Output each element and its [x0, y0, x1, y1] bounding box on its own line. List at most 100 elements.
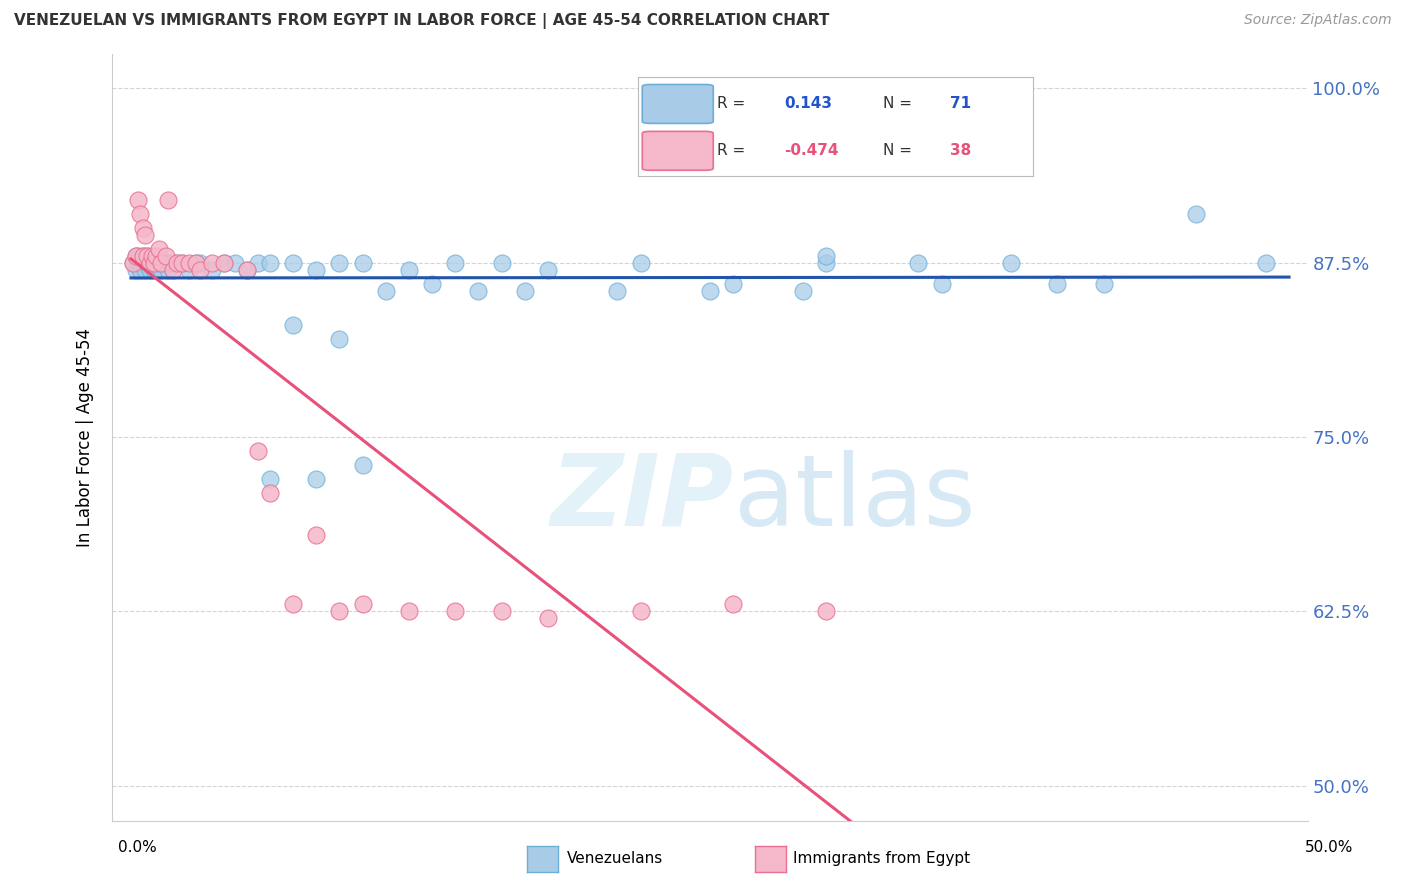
Point	[131, 220, 153, 235]
Point	[1185, 207, 1208, 221]
Point	[122, 256, 145, 270]
Point	[177, 256, 200, 270]
Point	[190, 256, 212, 270]
Text: 0.0%: 0.0%	[118, 840, 157, 855]
Point	[259, 256, 281, 270]
Point	[145, 256, 167, 270]
Point	[134, 227, 156, 242]
Point	[814, 256, 837, 270]
Point	[157, 193, 180, 207]
Point	[281, 598, 304, 612]
Point	[201, 262, 224, 277]
Point	[134, 262, 156, 277]
Point	[184, 256, 207, 270]
Point	[136, 249, 159, 263]
Text: ZIP: ZIP	[551, 450, 734, 547]
Point	[281, 256, 304, 270]
Point	[513, 284, 536, 298]
Point	[212, 256, 235, 270]
Point	[148, 242, 170, 256]
Point	[630, 256, 652, 270]
Point	[907, 256, 929, 270]
Point	[444, 256, 467, 270]
Point	[166, 256, 188, 270]
Point	[129, 207, 152, 221]
Point	[398, 604, 420, 618]
Point	[352, 598, 374, 612]
Point	[141, 249, 163, 263]
Point	[352, 458, 374, 472]
Point	[398, 262, 420, 277]
Point	[814, 604, 837, 618]
Point	[129, 262, 152, 277]
Point	[305, 527, 328, 541]
Point	[162, 256, 184, 270]
Point	[537, 611, 560, 625]
Point	[1000, 256, 1022, 270]
Point	[606, 284, 628, 298]
Point	[328, 604, 350, 618]
Point	[131, 249, 153, 263]
Text: atlas: atlas	[734, 450, 976, 547]
Point	[166, 256, 188, 270]
Point	[305, 262, 328, 277]
Point	[162, 262, 184, 277]
Point	[491, 256, 513, 270]
Point	[131, 249, 153, 263]
Text: VENEZUELAN VS IMMIGRANTS FROM EGYPT IN LABOR FORCE | AGE 45-54 CORRELATION CHART: VENEZUELAN VS IMMIGRANTS FROM EGYPT IN L…	[14, 13, 830, 29]
Text: 50.0%: 50.0%	[1305, 840, 1353, 855]
Point	[124, 262, 146, 277]
Point	[157, 262, 180, 277]
Point	[259, 472, 281, 486]
Point	[136, 249, 159, 263]
Point	[699, 284, 721, 298]
Point	[721, 277, 744, 291]
Point	[721, 598, 744, 612]
Point	[491, 604, 513, 618]
Point	[127, 249, 149, 263]
Point	[159, 256, 181, 270]
Text: Venezuelans: Venezuelans	[567, 852, 662, 866]
Point	[131, 256, 153, 270]
Point	[138, 256, 160, 270]
Point	[352, 256, 374, 270]
Point	[236, 262, 259, 277]
Point	[184, 256, 207, 270]
Text: Immigrants from Egypt: Immigrants from Egypt	[793, 852, 970, 866]
Point	[122, 256, 145, 270]
Point	[148, 256, 170, 270]
Point	[124, 249, 146, 263]
Point	[247, 444, 270, 458]
Point	[1046, 277, 1069, 291]
Point	[201, 256, 224, 270]
Point	[134, 256, 156, 270]
Point	[152, 256, 174, 270]
Point	[170, 256, 193, 270]
Point	[143, 256, 166, 270]
Point	[931, 277, 953, 291]
Point	[145, 256, 167, 270]
Point	[247, 256, 270, 270]
Point	[124, 249, 146, 263]
Point	[814, 249, 837, 263]
Point	[305, 472, 328, 486]
Point	[1254, 256, 1277, 270]
Point	[792, 284, 814, 298]
Point	[138, 256, 160, 270]
Point	[328, 256, 350, 270]
Point	[630, 604, 652, 618]
Point	[141, 256, 163, 270]
Point	[537, 262, 560, 277]
Point	[177, 262, 200, 277]
Point	[129, 256, 152, 270]
Point	[281, 318, 304, 333]
Point	[236, 262, 259, 277]
Point	[127, 256, 149, 270]
Point	[145, 249, 167, 263]
Point	[467, 284, 489, 298]
Point	[141, 256, 163, 270]
Point	[444, 604, 467, 618]
Point	[150, 256, 173, 270]
Point	[136, 256, 159, 270]
Point	[170, 256, 193, 270]
